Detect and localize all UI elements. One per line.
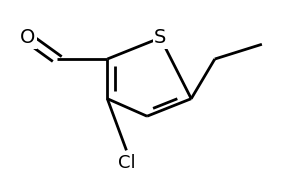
Text: S: S <box>154 28 167 47</box>
Text: Cl: Cl <box>118 154 135 172</box>
Text: O: O <box>20 28 35 47</box>
